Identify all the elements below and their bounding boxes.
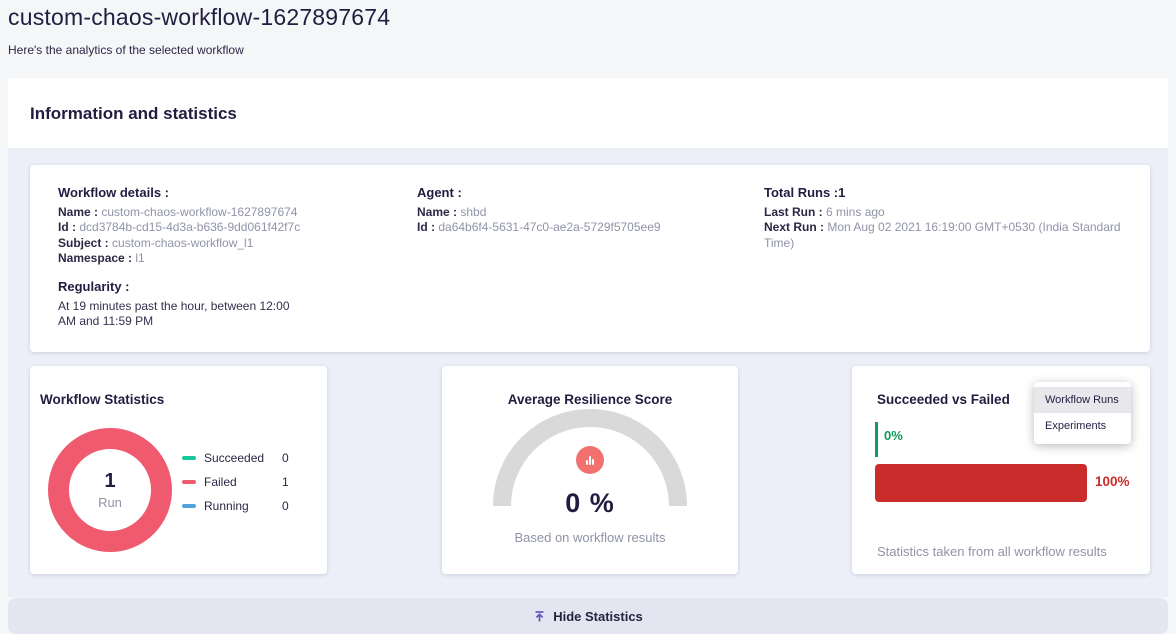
succeeded-value: 0 <box>282 451 289 465</box>
total-runs-heading: Total Runs :1 <box>764 185 846 200</box>
info-card: Workflow details : Name : custom-chaos-w… <box>30 165 1150 352</box>
workflow-details-column: Workflow details : Name : custom-chaos-w… <box>58 185 388 330</box>
legend-row-succeeded: Succeeded 0 <box>182 446 289 470</box>
total-runs-column: Total Runs :1 Last Run : 6 mins ago Next… <box>764 185 1144 251</box>
resilience-score-title: Average Resilience Score <box>507 392 673 407</box>
workflow-details-heading: Workflow details : <box>58 185 169 200</box>
workflow-id-label: Id : <box>58 220 76 235</box>
succeeded-label: Succeeded <box>204 451 265 465</box>
menu-item-experiments[interactable]: Experiments <box>1045 420 1107 432</box>
last-run-value: 6 mins ago <box>826 205 885 220</box>
page-title: custom-chaos-workflow-1627897674 <box>8 4 391 30</box>
agent-name-label: Name : <box>417 205 458 220</box>
succeeded-vs-failed-caption: Statistics taken from all workflow resul… <box>877 544 1107 559</box>
succeeded-percent-label: 0% <box>884 428 903 443</box>
agent-heading: Agent : <box>417 185 462 200</box>
statistics-container: Workflow details : Name : custom-chaos-w… <box>8 148 1168 597</box>
workflow-name-row: Name : custom-chaos-workflow-1627897674 <box>58 205 388 220</box>
section-header-band: Information and statistics <box>8 78 1168 148</box>
page-header: custom-chaos-workflow-1627897674 Here's … <box>8 4 390 57</box>
section-title: Information and statistics <box>30 104 237 123</box>
last-run-label: Last Run : <box>764 205 823 220</box>
resilience-score-card: Average Resilience Score 0 % Based on wo… <box>442 366 738 574</box>
failed-value: 1 <box>282 475 289 489</box>
succeeded-vs-failed-title: Succeeded vs Failed <box>877 392 1010 407</box>
next-run-value: Mon Aug 02 2021 16:19:00 GMT+0530 (India… <box>764 220 1121 250</box>
workflow-name-label: Name : <box>58 205 99 220</box>
failed-percent-label: 100% <box>1095 474 1130 489</box>
workflow-namespace-row: Namespace : l1 <box>58 251 388 266</box>
workflow-id-value: dcd3784b-cd15-4d3a-b636-9dd061f42f7c <box>79 220 301 235</box>
next-run-row: Next Run : Mon Aug 02 2021 16:19:00 GMT+… <box>764 220 1144 250</box>
workflow-id-row: Id : dcd3784b-cd15-4d3a-b636-9dd061f42f7… <box>58 220 388 235</box>
workflow-name-value: custom-chaos-workflow-1627897674 <box>101 205 298 220</box>
workflow-statistics-title: Workflow Statistics <box>40 392 165 407</box>
regularity-line-1: At 19 minutes past the hour, between 12:… <box>58 299 290 314</box>
agent-id-row: Id : da64b6f4-5631-47c0-ae2a-5729f5705ee… <box>417 220 747 235</box>
hide-statistics-button[interactable]: Hide Statistics <box>8 598 1168 634</box>
agent-id-label: Id : <box>417 220 435 235</box>
next-run-label: Next Run : <box>764 220 824 235</box>
agent-name-value: shbd <box>460 205 487 220</box>
running-label: Running <box>204 499 249 513</box>
resilience-caption: Based on workflow results <box>514 530 666 545</box>
bar-chart-icon <box>576 446 604 474</box>
collapse-up-icon <box>533 610 546 623</box>
donut-center-value: 1 <box>104 470 116 492</box>
failed-marker-icon <box>182 480 196 484</box>
workflow-subject-value: custom-chaos-workflow_l1 <box>112 235 254 250</box>
legend-row-running: Running 0 <box>182 494 289 518</box>
agent-name-row: Name : shbd <box>417 205 747 220</box>
succeeded-bar <box>875 422 878 457</box>
bottom-white-strip <box>0 634 1176 643</box>
resilience-percent: 0 % <box>565 488 615 518</box>
hide-statistics-label: Hide Statistics <box>553 608 643 624</box>
regularity-block: Regularity : At 19 minutes past the hour… <box>58 279 388 330</box>
agent-column: Agent : Name : shbd Id : da64b6f4-5631-4… <box>417 185 747 236</box>
workflow-statistics-card: Workflow Statistics 1 Run Succeeded 0 Fa… <box>30 366 327 574</box>
regularity-heading: Regularity : <box>58 279 130 295</box>
workflow-subject-row: Subject : custom-chaos-workflow_l1 <box>58 236 388 251</box>
failed-bar <box>875 464 1087 502</box>
workflow-namespace-label: Namespace : <box>58 250 133 265</box>
donut-legend: Succeeded 0 Failed 1 Running 0 <box>182 446 289 518</box>
last-run-row: Last Run : 6 mins ago <box>764 205 1144 220</box>
regularity-line-2: AM and 11:59 PM <box>58 314 154 329</box>
running-marker-icon <box>182 504 196 508</box>
runs-donut-chart: 1 Run <box>48 428 172 552</box>
succeeded-marker-icon <box>182 456 196 460</box>
page-subtitle: Here's the analytics of the selected wor… <box>8 43 244 57</box>
legend-row-failed: Failed 1 <box>182 470 289 494</box>
donut-center-label: Run <box>98 495 122 510</box>
succeeded-vs-failed-card: Succeeded vs Failed Workflow Runs Experi… <box>852 366 1150 574</box>
chart-filter-dropdown-menu: Workflow Runs Experiments <box>1034 382 1131 444</box>
failed-label: Failed <box>204 475 237 489</box>
menu-item-workflow-runs[interactable]: Workflow Runs <box>1034 387 1131 413</box>
workflow-subject-label: Subject : <box>58 235 109 250</box>
running-value: 0 <box>282 499 289 513</box>
workflow-namespace-value: l1 <box>135 250 145 265</box>
agent-id-value: da64b6f4-5631-47c0-ae2a-5729f5705ee9 <box>438 220 661 235</box>
